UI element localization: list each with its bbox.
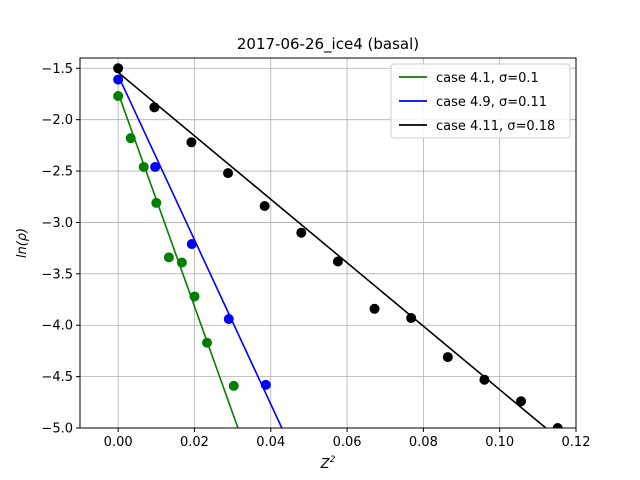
- y-tick-label: −5.0: [41, 422, 73, 437]
- x-tick-label: 0.02: [180, 435, 209, 450]
- data-point-series-3: [369, 303, 380, 314]
- plot-area-frame: [79, 57, 577, 429]
- data-point-series-3: [149, 102, 160, 113]
- y-tick-label: −2.0: [41, 113, 73, 128]
- data-point-series-3: [516, 396, 527, 407]
- y-axis-ticks: −1.5 −2.0 −2.5 −3.0 −3.5 −4.0 −4.5 −5.0: [41, 62, 80, 437]
- y-tick-label: −1.5: [41, 62, 73, 77]
- data-point-series-2: [186, 239, 197, 250]
- data-point-series-3: [552, 423, 563, 428]
- data-point-series-2: [260, 379, 271, 390]
- legend: case 4.1, σ=0.1 case 4.9, σ=0.11 case 4.11…: [390, 63, 571, 139]
- y-axis-label: ln(ρ): [15, 228, 30, 258]
- data-point-series-3: [296, 227, 307, 238]
- data-point-series-1: [228, 380, 239, 391]
- chart-title: 2017-06-26_ice4 (basal): [237, 35, 419, 54]
- data-point-series-2: [223, 314, 234, 325]
- legend-entry: case 4.11, σ=0.18: [436, 119, 555, 134]
- data-point-series-2: [113, 74, 124, 85]
- data-point-series-1: [125, 133, 136, 144]
- legend-box: [390, 63, 571, 139]
- y-tick-label: −2.5: [41, 165, 73, 180]
- x-tick-label: 0.12: [562, 435, 591, 450]
- data-point-series-3: [406, 313, 417, 324]
- data-point-series-3: [223, 168, 234, 179]
- x-tick-label: 0.04: [256, 435, 285, 450]
- data-point-series-1: [151, 197, 162, 208]
- x-tick-label: 0.10: [485, 435, 514, 450]
- fit-line-series-2: [117, 75, 283, 428]
- data-point-series-3: [479, 374, 490, 385]
- data-point-series-1: [202, 337, 213, 348]
- data-point-series-3: [442, 352, 453, 363]
- y-tick-label: −4.0: [41, 319, 73, 334]
- data-point-series-1: [113, 91, 124, 102]
- x-axis-label: Z2: [320, 455, 336, 472]
- data-point-series-3: [186, 137, 197, 148]
- data-point-series-1: [138, 161, 149, 172]
- y-tick-label: −3.5: [41, 267, 73, 282]
- x-axis-ticks: 0.00 0.02 0.04 0.06 0.08 0.10 0.12: [104, 428, 591, 450]
- data-point-series-3: [259, 201, 270, 211]
- data-point-series-1: [176, 257, 187, 268]
- x-tick-label: 0.06: [333, 435, 362, 450]
- fit-line-series-3: [117, 71, 547, 428]
- x-tick-label: 0.00: [104, 435, 133, 450]
- data-points: [113, 63, 563, 428]
- legend-entry: case 4.1, σ=0.1: [436, 71, 539, 86]
- data-point-series-3: [113, 63, 124, 74]
- y-tick-label: −4.5: [41, 370, 73, 385]
- x-tick-label: 0.08: [409, 435, 438, 450]
- legend-entry: case 4.9, σ=0.11: [436, 95, 547, 110]
- data-point-series-1: [189, 291, 200, 302]
- data-point-series-3: [332, 256, 343, 267]
- data-point-series-2: [150, 161, 161, 172]
- data-point-series-1: [163, 252, 174, 263]
- y-tick-label: −3.0: [41, 216, 73, 231]
